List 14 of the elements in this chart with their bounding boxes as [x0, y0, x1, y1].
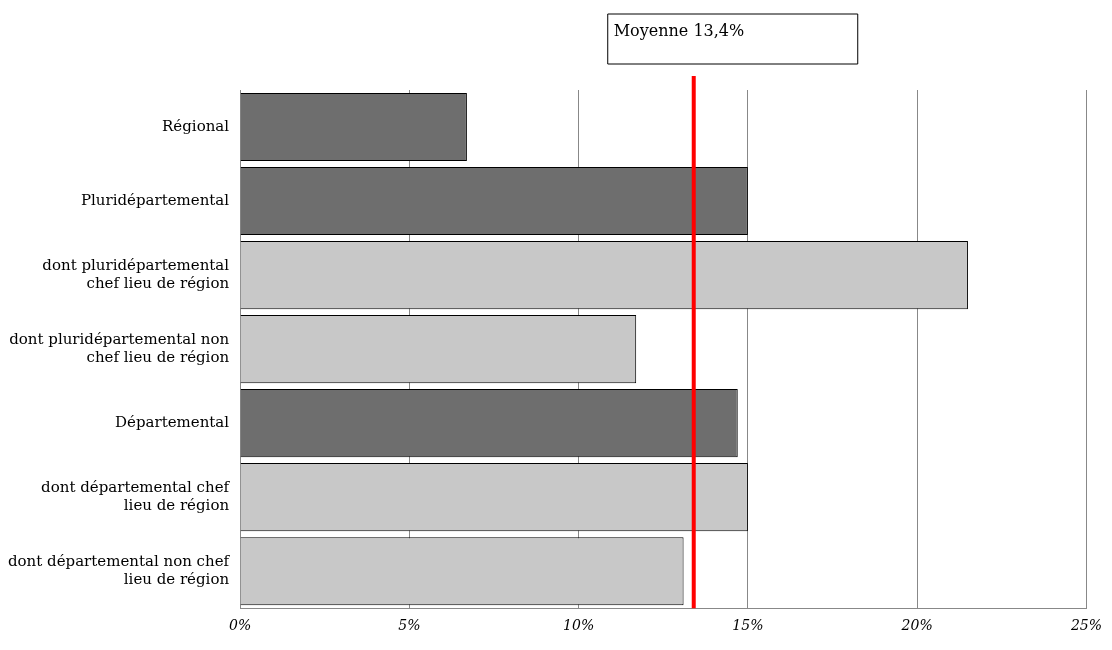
y-tick-label: dont pluridépartemental non chef lieu de région: [9, 329, 230, 366]
y-tick-label: Régional: [162, 116, 230, 135]
y-tick-label: dont départemental non chef lieu de région: [7, 552, 231, 589]
x-tick-label: 10%: [563, 617, 595, 634]
ref-line-label: Moyenne 13,4%: [613, 21, 745, 41]
x-tick-label: 15%: [732, 617, 764, 634]
x-tick-label: 0%: [228, 617, 252, 634]
y-tick-label: Départemental: [115, 413, 230, 432]
x-tick-label: 20%: [900, 617, 933, 634]
y-tick-label: Pluridépartemental: [80, 190, 230, 209]
y-tick-label: dont pluridépartemental chef lieu de région: [42, 255, 230, 292]
x-tick-label: 25%: [1069, 617, 1102, 634]
y-tick-label: dont départemental chef lieu de région: [41, 478, 231, 515]
x-tick-label: 5%: [398, 617, 421, 634]
